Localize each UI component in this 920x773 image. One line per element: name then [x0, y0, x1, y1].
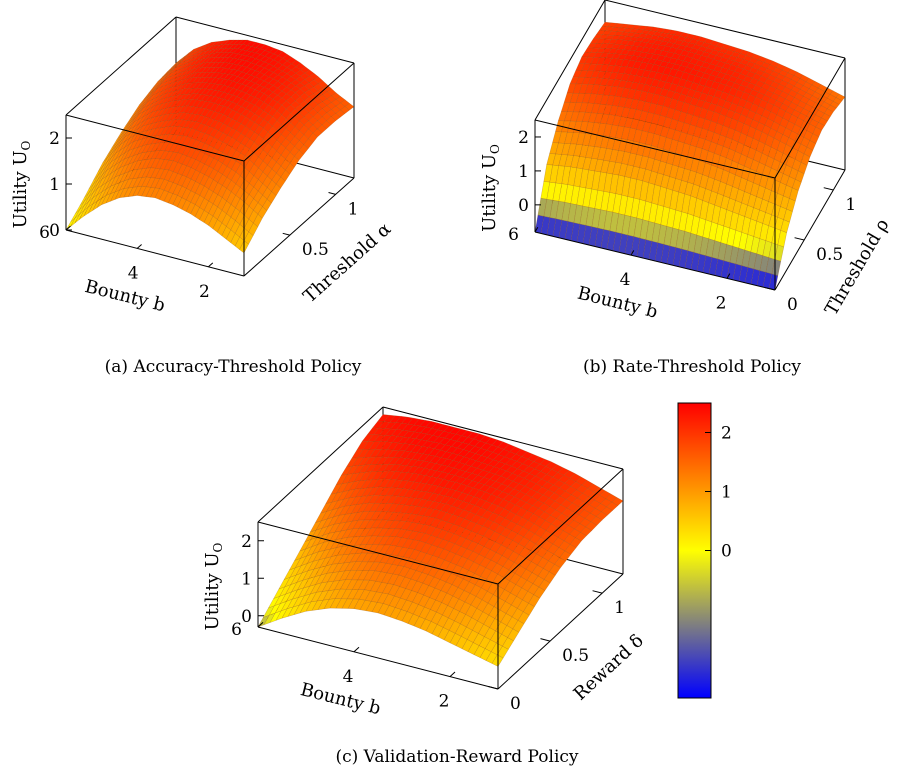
- x-tick-label: 2: [716, 293, 727, 313]
- panel-validation-reward: 6 4 2 0 0.5 1 0 1 2 Bounty b Reward δ Utility UO: [202, 406, 648, 719]
- surface-mesh: [534, 21, 846, 291]
- y-axis-label: Threshold ρ: [821, 215, 894, 319]
- x-tick-label: 6: [39, 223, 50, 243]
- z-tick-label: 0: [49, 221, 60, 241]
- z-tick-label: 0: [518, 196, 529, 216]
- y-tick-mark: [823, 187, 834, 191]
- z-tick-label: 0: [241, 607, 252, 627]
- y-tick-mark: [794, 237, 805, 241]
- colorbar-tick-label: 0: [721, 542, 732, 562]
- y-tick-mark: [592, 590, 603, 594]
- caption-a: (a) Accuracy-Threshold Policy: [105, 357, 362, 377]
- y-tick-label: 0: [510, 694, 521, 714]
- box-edge: [257, 521, 499, 585]
- z-axis-label: Utility UO: [10, 140, 33, 228]
- box-edge: [243, 62, 355, 162]
- x-tick-mark: [257, 622, 264, 628]
- x-tick-mark: [630, 250, 635, 256]
- box-edge: [604, 0, 846, 59]
- box-edge: [534, 231, 776, 291]
- z-tick-label: 2: [518, 128, 529, 148]
- box-edge: [534, 0, 606, 121]
- box-edge: [65, 114, 245, 162]
- y-tick-label: 0.5: [302, 240, 329, 260]
- z-tick-label: 2: [49, 129, 60, 149]
- colorbar: 0 1 2: [677, 402, 732, 699]
- axis-box-front: [65, 62, 355, 277]
- box-edge: [257, 406, 384, 523]
- y-tick-label: 0.5: [816, 245, 843, 265]
- y-tick-label: 1: [348, 199, 359, 219]
- x-tick-mark: [449, 671, 456, 677]
- z-tick-label: 1: [518, 162, 529, 182]
- y-tick-mark: [540, 638, 551, 642]
- box-edge: [497, 468, 624, 585]
- panel-accuracy-threshold: 6 4 2 0.5 1 0 1 2 Bounty b Threshold α Utility UO: [10, 16, 395, 316]
- x-axis-label: Bounty b: [83, 276, 168, 316]
- box-edge: [382, 406, 624, 470]
- colorbar-tick-label: 2: [721, 424, 732, 444]
- x-tick-mark: [534, 226, 539, 233]
- y-tick-label: 1: [614, 598, 625, 618]
- x-tick-mark: [726, 273, 731, 279]
- box-edge: [257, 626, 499, 690]
- box-edge: [65, 16, 177, 116]
- x-tick-mark: [353, 646, 360, 653]
- y-axis-label: Reward δ: [570, 630, 648, 704]
- y-tick-mark: [282, 232, 290, 236]
- y-tick-mark: [328, 192, 336, 195]
- x-tick-label: 4: [128, 263, 139, 283]
- x-tick-mark: [136, 244, 142, 249]
- box-edge: [65, 229, 245, 277]
- x-tick-label: 4: [620, 270, 631, 290]
- y-tick-label: 0.5: [562, 646, 589, 666]
- colorbar-tick-label: 1: [721, 483, 732, 503]
- x-tick-label: 4: [343, 667, 354, 687]
- caption-c: (c) Validation-Reward Policy: [335, 747, 578, 767]
- box-edge: [774, 57, 846, 179]
- box-edge: [534, 119, 776, 179]
- x-tick-mark: [208, 262, 214, 268]
- y-tick-label: 0: [787, 295, 798, 315]
- surface-mesh: [65, 39, 355, 254]
- y-tick-mark: [765, 287, 776, 291]
- z-tick-label: 2: [241, 532, 252, 552]
- x-tick-label: 2: [199, 282, 210, 302]
- z-tick-label: 1: [49, 175, 60, 195]
- x-axis-label: Bounty b: [575, 283, 660, 323]
- x-axis-label: Bounty b: [298, 679, 383, 719]
- surface-mesh: [257, 414, 624, 667]
- x-tick-label: 2: [439, 692, 450, 712]
- axis-box-front: [534, 57, 846, 291]
- y-tick-mark: [488, 686, 499, 690]
- y-axis-label: Threshold α: [299, 219, 395, 308]
- caption-b: (b) Rate-Threshold Policy: [583, 357, 801, 377]
- z-axis-label: Utility UO: [202, 542, 225, 630]
- x-tick-label: 6: [231, 620, 242, 640]
- z-axis-label: Utility UO: [479, 144, 502, 232]
- panel-rate-threshold: 6 4 2 0 0.5 1 0 1 2 Bounty b Threshold ρ Utility UO: [479, 0, 894, 323]
- y-tick-label: 1: [845, 195, 856, 215]
- axis-box-front: [257, 468, 624, 690]
- z-tick-label: 1: [241, 569, 252, 589]
- box-edge: [175, 16, 355, 64]
- x-tick-mark: [65, 225, 71, 231]
- colorbar-ticks: 0 1 2: [705, 424, 732, 562]
- x-tick-label: 6: [508, 225, 519, 245]
